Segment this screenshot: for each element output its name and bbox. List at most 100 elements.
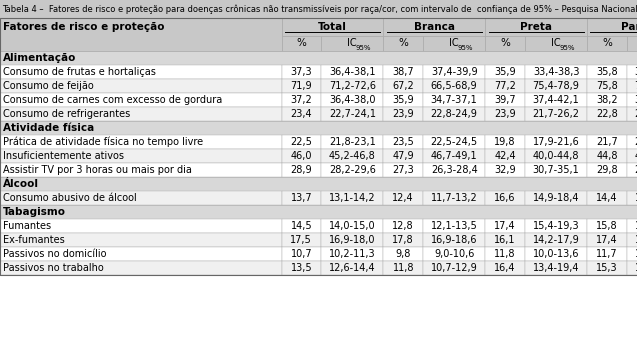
Bar	[282, 191, 321, 205]
Bar	[383, 65, 423, 79]
Text: 15,0-16,6: 15,0-16,6	[634, 221, 637, 231]
Text: 44,8: 44,8	[596, 151, 618, 161]
Text: Total: Total	[318, 22, 347, 32]
Bar	[627, 219, 637, 233]
Bar	[525, 163, 587, 177]
Text: 21,8-23,1: 21,8-23,1	[329, 137, 376, 147]
Text: %: %	[602, 38, 612, 49]
Bar	[485, 79, 525, 93]
Text: 12,6-14,4: 12,6-14,4	[329, 263, 376, 273]
Text: 21,7-26,2: 21,7-26,2	[533, 109, 580, 119]
Bar	[587, 219, 627, 233]
Bar	[525, 191, 587, 205]
Text: 37,2: 37,2	[290, 95, 312, 105]
Bar	[525, 233, 587, 247]
Bar	[321, 107, 383, 121]
Bar	[282, 18, 383, 36]
Bar	[321, 93, 383, 107]
Text: 22,5: 22,5	[290, 137, 312, 147]
Text: 39,7: 39,7	[494, 95, 516, 105]
Text: Consumo de refrigerantes: Consumo de refrigerantes	[3, 109, 131, 119]
Bar	[485, 18, 587, 36]
Text: 14,4: 14,4	[596, 193, 618, 203]
Bar	[383, 135, 423, 149]
Text: 16,9-18,0: 16,9-18,0	[329, 235, 375, 245]
Text: 46,7-49,1: 46,7-49,1	[431, 151, 478, 161]
Bar	[525, 79, 587, 93]
Bar	[282, 135, 321, 149]
Text: 16,6: 16,6	[494, 193, 516, 203]
Bar	[0, 135, 282, 149]
Bar	[587, 163, 627, 177]
Bar	[0, 79, 282, 93]
Bar	[423, 261, 485, 275]
Text: 27,3: 27,3	[392, 165, 414, 175]
Bar	[627, 149, 637, 163]
Text: 10,7-12,9: 10,7-12,9	[431, 263, 478, 273]
Bar	[383, 36, 423, 51]
Text: 33,4-38,3: 33,4-38,3	[533, 67, 579, 77]
Text: 20,8-22,5: 20,8-22,5	[634, 137, 637, 147]
Text: 11,8: 11,8	[392, 263, 414, 273]
Bar	[383, 107, 423, 121]
Text: 19,8: 19,8	[494, 137, 516, 147]
Bar	[282, 163, 321, 177]
Text: 43,7-45,9: 43,7-45,9	[634, 151, 637, 161]
Bar	[423, 247, 485, 261]
Text: Atividade física: Atividade física	[3, 123, 94, 133]
Text: 12,1-13,5: 12,1-13,5	[431, 221, 478, 231]
Text: 95%: 95%	[559, 45, 575, 51]
Text: Fumantes: Fumantes	[3, 221, 52, 231]
Bar	[0, 0, 637, 18]
Bar	[282, 107, 321, 121]
Text: 15,8: 15,8	[596, 221, 618, 231]
Text: 32,9: 32,9	[494, 165, 516, 175]
Bar	[0, 18, 282, 51]
Text: 35,9: 35,9	[392, 95, 414, 105]
Bar	[321, 191, 383, 205]
Bar	[0, 177, 637, 191]
Bar	[627, 191, 637, 205]
Bar	[485, 247, 525, 261]
Bar	[627, 163, 637, 177]
Bar	[525, 247, 587, 261]
Bar	[321, 79, 383, 93]
Text: 13,1-14,2: 13,1-14,2	[329, 193, 376, 203]
Text: 17,8: 17,8	[392, 235, 414, 245]
Bar	[321, 233, 383, 247]
Text: 45,2-46,8: 45,2-46,8	[329, 151, 376, 161]
Bar	[525, 36, 587, 51]
Text: 38,2: 38,2	[596, 95, 618, 105]
Text: 34,6-36,9: 34,6-36,9	[635, 67, 637, 77]
Text: 10,0-13,6: 10,0-13,6	[533, 249, 579, 259]
Text: 9,0-10,6: 9,0-10,6	[434, 249, 475, 259]
Bar	[485, 93, 525, 107]
Text: Tabagismo: Tabagismo	[3, 207, 66, 217]
Text: 10,9-12,5: 10,9-12,5	[634, 249, 637, 259]
Bar	[321, 163, 383, 177]
Bar	[525, 93, 587, 107]
Text: 13,9-16,7: 13,9-16,7	[634, 263, 637, 273]
Text: 16,4: 16,4	[494, 263, 516, 273]
Bar	[383, 149, 423, 163]
Text: 9,8: 9,8	[396, 249, 411, 259]
Text: 22,8: 22,8	[596, 109, 618, 119]
Text: 28,2-29,6: 28,2-29,6	[329, 165, 376, 175]
Bar	[587, 233, 627, 247]
Text: 13,4-19,4: 13,4-19,4	[533, 263, 579, 273]
Text: 30,7-35,1: 30,7-35,1	[533, 165, 580, 175]
Text: 11,7: 11,7	[596, 249, 618, 259]
Bar	[525, 107, 587, 121]
Bar	[282, 93, 321, 107]
Text: 14,5: 14,5	[290, 221, 312, 231]
Bar	[423, 219, 485, 233]
Text: Tabela 4 –  Fatores de risco e proteção para doenças crônicas não transmissíveis: Tabela 4 – Fatores de risco e proteção p…	[2, 4, 637, 14]
Bar	[587, 79, 627, 93]
Bar	[587, 261, 627, 275]
Text: %: %	[500, 38, 510, 49]
Bar	[587, 36, 627, 51]
Bar	[525, 135, 587, 149]
Text: 26,3-28,4: 26,3-28,4	[431, 165, 478, 175]
Bar	[321, 219, 383, 233]
Text: Passivos no domicílio: Passivos no domicílio	[3, 249, 106, 259]
